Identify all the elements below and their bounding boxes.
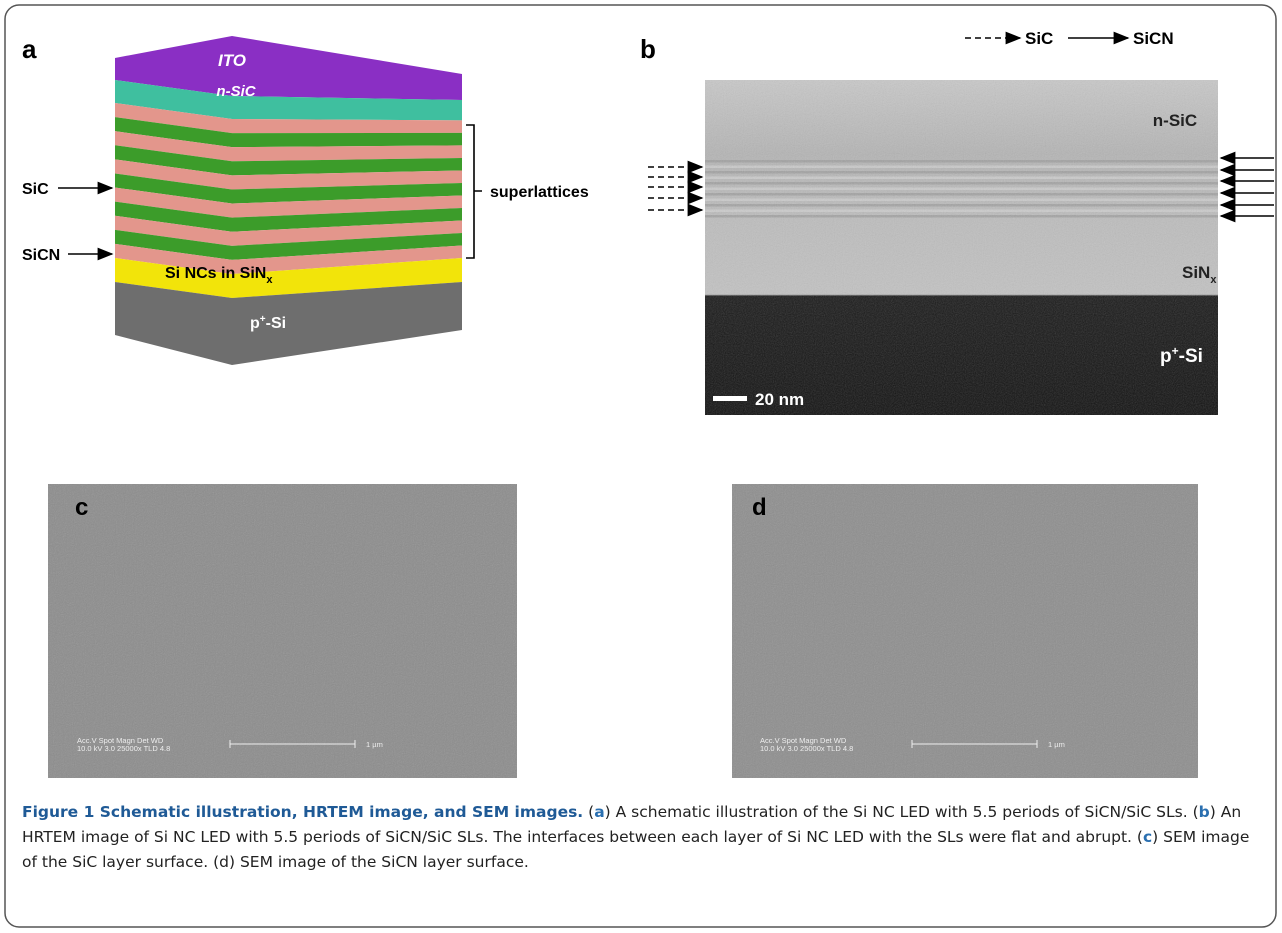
caption: Figure 1 Schematic illustration, HRTEM i… bbox=[22, 800, 1257, 875]
sem-texture bbox=[732, 484, 1198, 778]
superlattice-layer bbox=[115, 145, 462, 176]
caption-text: c bbox=[1142, 828, 1153, 846]
scale-label: 1 µm bbox=[366, 740, 383, 749]
text: -Si bbox=[266, 315, 286, 332]
superscript: + bbox=[1172, 344, 1179, 358]
sem-texture bbox=[48, 484, 517, 778]
caption-text: Figure 1 Schematic illustration, HRTEM i… bbox=[22, 803, 584, 821]
scale-label: 20 nm bbox=[755, 390, 804, 409]
text: p bbox=[250, 315, 260, 332]
scale-label: 1 µm bbox=[1048, 740, 1065, 749]
panel-letter: d bbox=[752, 494, 767, 521]
layer-label: n-SiC bbox=[216, 83, 256, 100]
superlattice-layer bbox=[115, 201, 462, 232]
layer-label: Si NCs in SiNx bbox=[165, 265, 273, 286]
layer-label: SiCN bbox=[22, 247, 60, 264]
superlattice-layer bbox=[115, 131, 462, 162]
text: SiN bbox=[1182, 263, 1210, 282]
scale-bar bbox=[911, 740, 1038, 748]
tem-texture bbox=[705, 80, 1218, 415]
superscript: + bbox=[260, 314, 266, 325]
superlattice-layer bbox=[115, 159, 462, 190]
subscript: x bbox=[266, 274, 273, 286]
bracket bbox=[466, 124, 482, 259]
legend-label: SiCN bbox=[1133, 29, 1174, 48]
layer-label: SiNx bbox=[1182, 263, 1217, 286]
text: Si NCs in SiN bbox=[165, 265, 266, 282]
superlattice-layer bbox=[115, 229, 462, 260]
frame bbox=[4, 4, 1277, 928]
caption-text: ) SEM image of the SiC layer surface. (d… bbox=[22, 828, 1250, 871]
layer-label: ITO bbox=[218, 51, 246, 70]
layer-label: p+-Si bbox=[250, 314, 286, 332]
bracket-label: superlattices bbox=[490, 184, 589, 201]
substrate-layer bbox=[115, 282, 462, 365]
subscript: x bbox=[1210, 274, 1217, 286]
caption-text: a bbox=[594, 803, 605, 821]
panel-letter: a bbox=[22, 34, 37, 64]
layer-stack bbox=[115, 36, 462, 365]
layer-label: SiC bbox=[22, 181, 49, 198]
sem-info: 10.0 kV 3.0 25000x TLD 4.8 bbox=[760, 744, 853, 753]
superlattice-layer bbox=[115, 173, 462, 204]
ito-layer bbox=[115, 36, 462, 100]
si-nc-layer bbox=[115, 258, 462, 298]
arrows bbox=[648, 151, 1274, 223]
text: -Si bbox=[1179, 346, 1203, 367]
legend-label: SiC bbox=[1025, 29, 1053, 48]
sem-info: Acc.V Spot Magn Det WD bbox=[760, 736, 847, 745]
caption-text: ) An HRTEM image of Si NC LED with 5.5 p… bbox=[22, 803, 1242, 846]
layer-label: n-SiC bbox=[1153, 111, 1197, 130]
layer-label: p+-Si bbox=[1160, 344, 1203, 367]
superlattice-layer bbox=[115, 243, 462, 274]
superlattice-layer bbox=[115, 117, 462, 148]
superlattice-layer bbox=[115, 215, 462, 246]
n-sic-layer bbox=[115, 80, 462, 121]
scale-bar bbox=[229, 740, 356, 748]
sem-info: 10.0 kV 3.0 25000x TLD 4.8 bbox=[77, 744, 170, 753]
superlattice-layer bbox=[115, 103, 462, 134]
caption-text: b bbox=[1198, 803, 1210, 821]
sem-info: Acc.V Spot Magn Det WD bbox=[77, 736, 164, 745]
text: p bbox=[1160, 346, 1172, 367]
superlattice-layer bbox=[115, 187, 462, 218]
panel-letter: b bbox=[640, 34, 656, 64]
scale-bar bbox=[713, 396, 747, 401]
caption-text: ( bbox=[583, 803, 595, 821]
panel-letter: c bbox=[75, 494, 88, 521]
caption-text: ) A schematic illustration of the Si NC … bbox=[604, 803, 1199, 821]
